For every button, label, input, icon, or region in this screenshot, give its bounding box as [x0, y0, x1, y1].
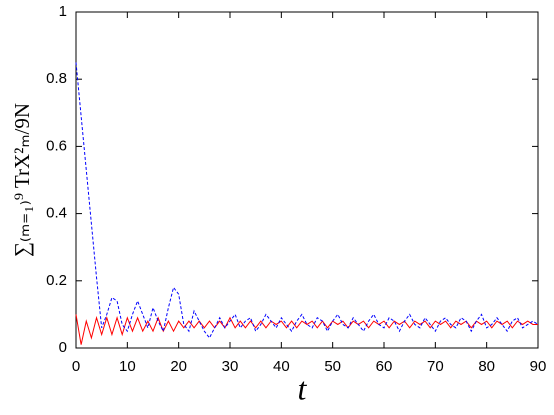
- x-tick-label: 20: [170, 358, 187, 375]
- y-tick-label: 0: [59, 339, 67, 356]
- x-tick-label: 0: [72, 358, 80, 375]
- x-tick-label: 70: [427, 358, 444, 375]
- x-tick-label: 50: [324, 358, 341, 375]
- y-axis-label: ∑₍ₘ₌₁₎⁹ TrX²ₘ/9N: [10, 103, 34, 257]
- x-axis-label: t: [298, 370, 308, 406]
- y-tick-label: 1: [59, 3, 67, 20]
- x-tick-label: 30: [222, 358, 239, 375]
- data-line: [75, 314, 538, 345]
- y-tick-label: 0.4: [46, 205, 67, 222]
- x-tick-label: 90: [530, 358, 547, 375]
- x-tick-label: 10: [119, 358, 136, 375]
- x-tick-label: 60: [376, 358, 393, 375]
- y-tick-label: 0.6: [46, 137, 67, 154]
- x-tick-label: 40: [273, 358, 290, 375]
- y-tick-label: 0.8: [46, 70, 67, 87]
- plot-frame: [75, 11, 539, 349]
- data-line: [75, 62, 539, 339]
- y-tick-label: 0.2: [46, 272, 67, 289]
- x-tick-label: 80: [478, 358, 495, 375]
